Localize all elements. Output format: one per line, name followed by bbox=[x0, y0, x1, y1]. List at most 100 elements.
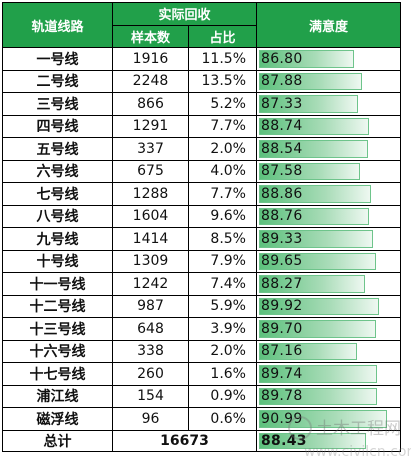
line-name: 十一号线 bbox=[2, 272, 113, 296]
satisfaction-cell: 88.74 bbox=[256, 114, 401, 138]
table-row: 四号线 1291 7.7% 88.74 bbox=[2, 114, 401, 138]
line-name: 十三号线 bbox=[2, 317, 113, 341]
table-row: 十六号线 338 2.0% 87.16 bbox=[2, 339, 401, 363]
satisfaction-bar bbox=[259, 140, 368, 158]
share-percent: 0.6% bbox=[188, 407, 257, 431]
total-satisfaction-value: 88.43 bbox=[261, 432, 307, 449]
sample-count: 96 bbox=[112, 407, 189, 431]
satisfaction-bar bbox=[259, 320, 376, 338]
line-name: 五号线 bbox=[2, 137, 113, 161]
table-row: 十七号线 260 1.6% 89.74 bbox=[2, 362, 401, 386]
sample-count: 1242 bbox=[112, 272, 189, 296]
line-name: 二号线 bbox=[2, 69, 113, 93]
satisfaction-bar bbox=[259, 275, 365, 293]
satisfaction-cell: 89.78 bbox=[256, 384, 401, 408]
sample-count: 1916 bbox=[112, 47, 189, 71]
line-name: 十号线 bbox=[2, 249, 113, 273]
sample-count: 260 bbox=[112, 362, 189, 386]
satisfaction-value: 89.33 bbox=[261, 230, 303, 247]
satisfaction-bar bbox=[259, 185, 371, 203]
satisfaction-bar bbox=[259, 365, 377, 383]
total-satisfaction-bar bbox=[259, 432, 366, 449]
satisfaction-cell: 88.54 bbox=[256, 137, 401, 161]
share-percent: 7.7% bbox=[188, 114, 257, 138]
satisfaction-cell: 87.33 bbox=[256, 92, 401, 116]
satisfaction-cell: 89.70 bbox=[256, 317, 401, 341]
header-satisfaction: 满意度 bbox=[256, 2, 401, 48]
table-row: 磁浮线 96 0.6% 90.99 bbox=[2, 407, 401, 431]
satisfaction-bar bbox=[259, 252, 376, 270]
table-row: 十二号线 987 5.9% 89.92 bbox=[2, 294, 401, 318]
line-name: 四号线 bbox=[2, 114, 113, 138]
sample-count: 337 bbox=[112, 137, 189, 161]
table-row: 十一号线 1242 7.4% 88.27 bbox=[2, 272, 401, 296]
line-name: 七号线 bbox=[2, 182, 113, 206]
satisfaction-cell: 88.76 bbox=[256, 204, 401, 228]
satisfaction-value: 89.92 bbox=[261, 298, 303, 315]
satisfaction-value: 88.76 bbox=[261, 208, 303, 225]
table-row: 八号线 1604 9.6% 88.76 bbox=[2, 204, 401, 228]
satisfaction-cell: 87.58 bbox=[256, 159, 401, 183]
share-percent: 7.9% bbox=[188, 249, 257, 273]
satisfaction-cell: 90.99 bbox=[256, 407, 401, 431]
total-label: 总计 bbox=[2, 429, 113, 452]
line-name: 十二号线 bbox=[2, 294, 113, 318]
satisfaction-value: 88.27 bbox=[261, 275, 303, 292]
satisfaction-bar bbox=[259, 95, 358, 113]
satisfaction-value: 87.58 bbox=[261, 163, 303, 180]
sample-count: 1288 bbox=[112, 182, 189, 206]
satisfaction-value: 88.74 bbox=[261, 118, 303, 135]
header-actual-returns: 实际回收 bbox=[112, 2, 257, 26]
header-line: 轨道线路 bbox=[2, 2, 113, 48]
sample-count: 1309 bbox=[112, 249, 189, 273]
share-percent: 13.5% bbox=[188, 69, 257, 93]
satisfaction-bar bbox=[259, 342, 357, 360]
sample-count: 866 bbox=[112, 92, 189, 116]
total-samples: 16673 bbox=[112, 429, 257, 452]
table-row: 九号线 1414 8.5% 89.33 bbox=[2, 227, 401, 251]
satisfaction-value: 87.88 bbox=[261, 73, 303, 90]
satisfaction-value: 88.86 bbox=[261, 185, 303, 202]
sample-count: 1604 bbox=[112, 204, 189, 228]
satisfaction-cell: 89.65 bbox=[256, 249, 401, 273]
share-percent: 1.6% bbox=[188, 362, 257, 386]
satisfaction-cell: 88.27 bbox=[256, 272, 401, 296]
table-row: 十号线 1309 7.9% 89.65 bbox=[2, 249, 401, 273]
satisfaction-cell: 86.80 bbox=[256, 47, 401, 71]
satisfaction-bar bbox=[259, 50, 354, 68]
satisfaction-cell: 89.74 bbox=[256, 362, 401, 386]
share-percent: 2.0% bbox=[188, 339, 257, 363]
satisfaction-bar bbox=[259, 230, 373, 248]
header-share: 占比 bbox=[188, 24, 257, 48]
share-percent: 0.9% bbox=[188, 384, 257, 408]
satisfaction-value: 89.70 bbox=[261, 320, 303, 337]
sample-count: 154 bbox=[112, 384, 189, 408]
satisfaction-bar bbox=[259, 410, 387, 428]
share-percent: 4.0% bbox=[188, 159, 257, 183]
line-name: 十七号线 bbox=[2, 362, 113, 386]
share-percent: 7.4% bbox=[188, 272, 257, 296]
satisfaction-cell: 89.92 bbox=[256, 294, 401, 318]
sample-count: 648 bbox=[112, 317, 189, 341]
satisfaction-bar bbox=[259, 72, 362, 90]
satisfaction-value: 89.78 bbox=[261, 388, 303, 405]
satisfaction-value: 87.33 bbox=[261, 95, 303, 112]
table-row: 一号线 1916 11.5% 86.80 bbox=[2, 47, 401, 71]
line-name: 六号线 bbox=[2, 159, 113, 183]
sample-count: 675 bbox=[112, 159, 189, 183]
sample-count: 1414 bbox=[112, 227, 189, 251]
satisfaction-value: 89.74 bbox=[261, 365, 303, 382]
satisfaction-value: 86.80 bbox=[261, 50, 303, 67]
table-row: 二号线 2248 13.5% 87.88 bbox=[2, 69, 401, 93]
sample-count: 987 bbox=[112, 294, 189, 318]
share-percent: 11.5% bbox=[188, 47, 257, 71]
satisfaction-bar bbox=[259, 207, 369, 225]
share-percent: 8.5% bbox=[188, 227, 257, 251]
satisfaction-cell: 87.88 bbox=[256, 69, 401, 93]
satisfaction-value: 88.54 bbox=[261, 140, 303, 157]
share-percent: 7.7% bbox=[188, 182, 257, 206]
table-row: 十三号线 648 3.9% 89.70 bbox=[2, 317, 401, 341]
satisfaction-cell: 89.33 bbox=[256, 227, 401, 251]
header-samples: 样本数 bbox=[112, 24, 189, 48]
